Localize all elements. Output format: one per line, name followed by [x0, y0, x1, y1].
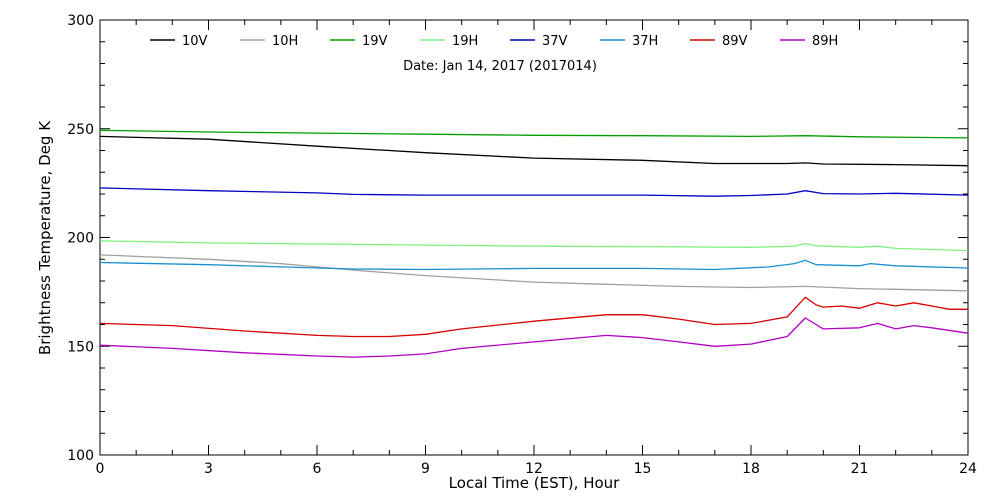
legend-label-89v: 89V [722, 34, 748, 49]
x-tick-label: 6 [313, 461, 322, 477]
legend-label-19h: 19H [452, 34, 478, 49]
series-line-37h [99, 259, 969, 271]
x-tick-label: 3 [204, 461, 213, 477]
x-tick-label: 12 [525, 461, 543, 477]
x-tick-label: 0 [96, 461, 105, 477]
x-tick-label: 9 [421, 461, 430, 477]
legend-label-89h: 89H [812, 34, 838, 49]
series-line-19h [99, 240, 969, 252]
plot-frame [99, 19, 969, 456]
legend-label-37h: 37H [632, 34, 658, 49]
y-tick-label: 250 [67, 122, 94, 138]
y-axis-title: Brightness Temperature, Deg K [36, 120, 54, 355]
x-tick-label: 18 [742, 461, 760, 477]
legend-label-10v: 10V [182, 34, 208, 49]
series-line-89h [99, 317, 969, 358]
series-line-89v [99, 296, 968, 338]
series-line-19v [99, 129, 969, 139]
legend-label-37v: 37V [542, 34, 568, 49]
x-tick-label: 21 [851, 461, 869, 477]
annotation-date: Date: Jan 14, 2017 (2017014) [403, 59, 597, 74]
x-axis-title: Local Time (EST), Hour [449, 474, 620, 492]
x-tick-label: 15 [634, 461, 652, 477]
series-line-10v [99, 135, 969, 167]
series-lines [99, 129, 969, 358]
legend-label-19v: 19V [362, 34, 388, 49]
axis-ticks: 0 3 6 9 12 15 18 21 24 100 150 200 250 300 [67, 13, 977, 477]
legend: 10V 10H 19V 19H 37V 37H 89V 89H [150, 34, 838, 49]
series-line-10h [99, 254, 969, 292]
x-tick-label: 24 [959, 461, 977, 477]
y-tick-label: 200 [67, 231, 94, 247]
y-tick-label: 150 [67, 339, 94, 355]
legend-label-10h: 10H [272, 34, 298, 49]
series-line-37v [99, 187, 969, 197]
y-tick-label: 100 [67, 448, 94, 464]
y-tick-label: 300 [67, 13, 94, 29]
